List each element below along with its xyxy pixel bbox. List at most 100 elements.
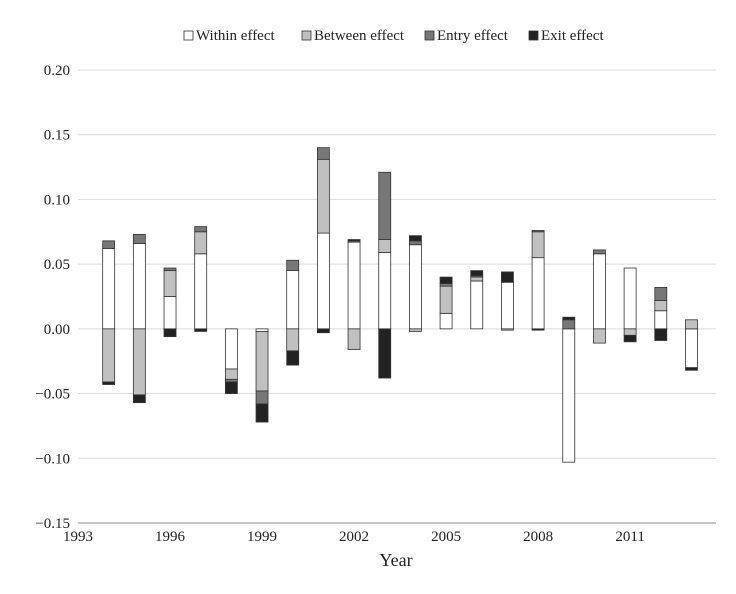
bar-within-effect-1995	[132, 243, 146, 330]
bar-between-effect-2004	[409, 328, 422, 332]
legend-item-exit-effect: Exit effect	[528, 28, 604, 44]
y-tick-label: 0.05	[44, 257, 70, 273]
bar-exit-effect-1997	[194, 328, 208, 332]
bar-between-effect-2012	[654, 299, 668, 312]
x-axis: 1993 1996 1999 2002 2005 2008 2011	[63, 529, 645, 545]
bar-exit-effect-2002	[347, 239, 361, 242]
bar-entry-effect-2004	[409, 240, 422, 246]
y-tick-label: 0.20	[44, 63, 70, 79]
bar-exit-effect-2006	[470, 270, 484, 277]
bar-within-effect-2004	[409, 244, 422, 330]
bar-exit-effect-2008	[531, 328, 545, 331]
bar-within-effect-1994	[102, 248, 116, 330]
bar-exit-effect-1998	[224, 381, 238, 394]
bar-entry-effect-1994	[102, 240, 116, 250]
bar-exit-effect-2011	[623, 334, 637, 343]
legend-swatch	[301, 30, 312, 41]
bar-within-effect-2010	[593, 253, 606, 330]
bar-exit-effect-1996	[163, 328, 177, 338]
bar-within-effect-2001	[316, 232, 330, 330]
bar-entry-effect-2001	[316, 147, 330, 160]
bar-entry-effect-2010	[593, 249, 606, 255]
bar-within-effect-2005	[439, 312, 453, 330]
bar-entry-effect-1999	[255, 390, 269, 405]
bars	[102, 147, 698, 463]
bar-between-effect-2013	[685, 319, 698, 330]
bar-within-effect-2003	[378, 252, 392, 330]
bar-between-effect-2002	[347, 328, 361, 350]
bar-within-effect-2000	[286, 270, 300, 330]
bar-within-effect-2013	[685, 328, 698, 369]
bar-between-effect-2007	[501, 328, 514, 331]
legend-label: Entry effect	[437, 28, 509, 44]
bar-between-effect-2006	[470, 276, 484, 282]
legend-swatch	[424, 30, 435, 41]
bar-exit-effect-2000	[286, 350, 300, 366]
y-tick-label: −0.10	[35, 451, 70, 467]
bar-between-effect-1994	[102, 328, 116, 383]
legend-item-entry-effect: Entry effect	[424, 28, 509, 44]
legend-swatch	[183, 30, 194, 41]
bar-entry-effect-1995	[132, 233, 146, 244]
bar-between-effect-2011	[623, 328, 637, 336]
bar-exit-effect-2003	[378, 328, 392, 379]
bar-exit-effect-2012	[654, 328, 668, 341]
gridlines	[78, 69, 716, 524]
bar-within-effect-2011	[623, 267, 637, 330]
x-tick-label: 2011	[615, 529, 644, 545]
x-axis-title: Year	[379, 550, 412, 570]
bar-exit-effect-2013	[685, 367, 698, 371]
bar-entry-effect-2000	[286, 259, 300, 272]
bar-entry-effect-2009	[562, 319, 576, 330]
y-axis: 0.20 0.15 0.10 0.05 0.00 −0.05 −0.10 −0.15	[35, 63, 70, 532]
legend-item-within-effect: Within effect	[183, 28, 276, 44]
legend: Within effect Between effect Entry effect E…	[183, 28, 604, 44]
bar-entry-effect-2003	[378, 171, 392, 240]
bar-within-effect-2008	[531, 257, 545, 330]
legend-label: Within effect	[196, 28, 276, 44]
bar-exit-effect-1994	[102, 381, 116, 385]
bar-between-effect-1997	[194, 231, 208, 255]
bar-between-effect-2005	[439, 285, 453, 314]
bar-exit-effect-2007	[501, 271, 514, 283]
bar-entry-effect-2008	[531, 230, 545, 233]
legend-label: Exit effect	[541, 28, 604, 44]
bar-between-effect-1995	[132, 328, 146, 396]
bar-within-effect-2007	[501, 281, 514, 330]
bar-entry-effect-2012	[654, 287, 668, 301]
x-tick-label: 2008	[523, 529, 553, 545]
bar-within-effect-2006	[470, 280, 484, 330]
bar-exit-effect-2001	[316, 328, 330, 334]
y-tick-label: 0.00	[44, 322, 70, 338]
bar-between-effect-2010	[593, 328, 606, 344]
bar-within-effect-1996	[163, 296, 177, 330]
y-tick-label: −0.05	[35, 387, 70, 403]
x-tick-label: 1999	[247, 529, 277, 545]
bar-between-effect-1996	[163, 270, 177, 297]
y-tick-label: −0.15	[35, 516, 70, 532]
x-tick-label: 1993	[63, 529, 93, 545]
x-tick-label: 1996	[155, 529, 186, 545]
bar-between-effect-2008	[531, 231, 545, 259]
legend-label: Between effect	[314, 28, 405, 44]
bar-between-effect-2001	[316, 158, 330, 234]
y-tick-label: 0.10	[44, 192, 70, 208]
bar-exit-effect-1999	[255, 403, 269, 423]
bar-between-effect-1998	[224, 368, 238, 380]
y-tick-label: 0.15	[44, 128, 70, 144]
bar-within-effect-2012	[654, 310, 668, 330]
bar-within-effect-2009	[562, 328, 576, 463]
legend-item-between-effect: Between effect	[301, 28, 405, 44]
x-tick-label: 2005	[431, 529, 461, 545]
bar-within-effect-1997	[194, 253, 208, 330]
bar-exit-effect-2004	[409, 235, 422, 242]
x-tick-label: 2002	[339, 529, 369, 545]
bar-between-effect-2000	[286, 328, 300, 352]
bar-exit-effect-2005	[439, 276, 453, 284]
bar-entry-effect-1996	[163, 267, 177, 272]
bar-exit-effect-1995	[132, 394, 146, 404]
bar-within-effect-1998	[224, 328, 238, 370]
bar-exit-effect-2009	[562, 316, 576, 321]
legend-swatch	[528, 30, 539, 41]
